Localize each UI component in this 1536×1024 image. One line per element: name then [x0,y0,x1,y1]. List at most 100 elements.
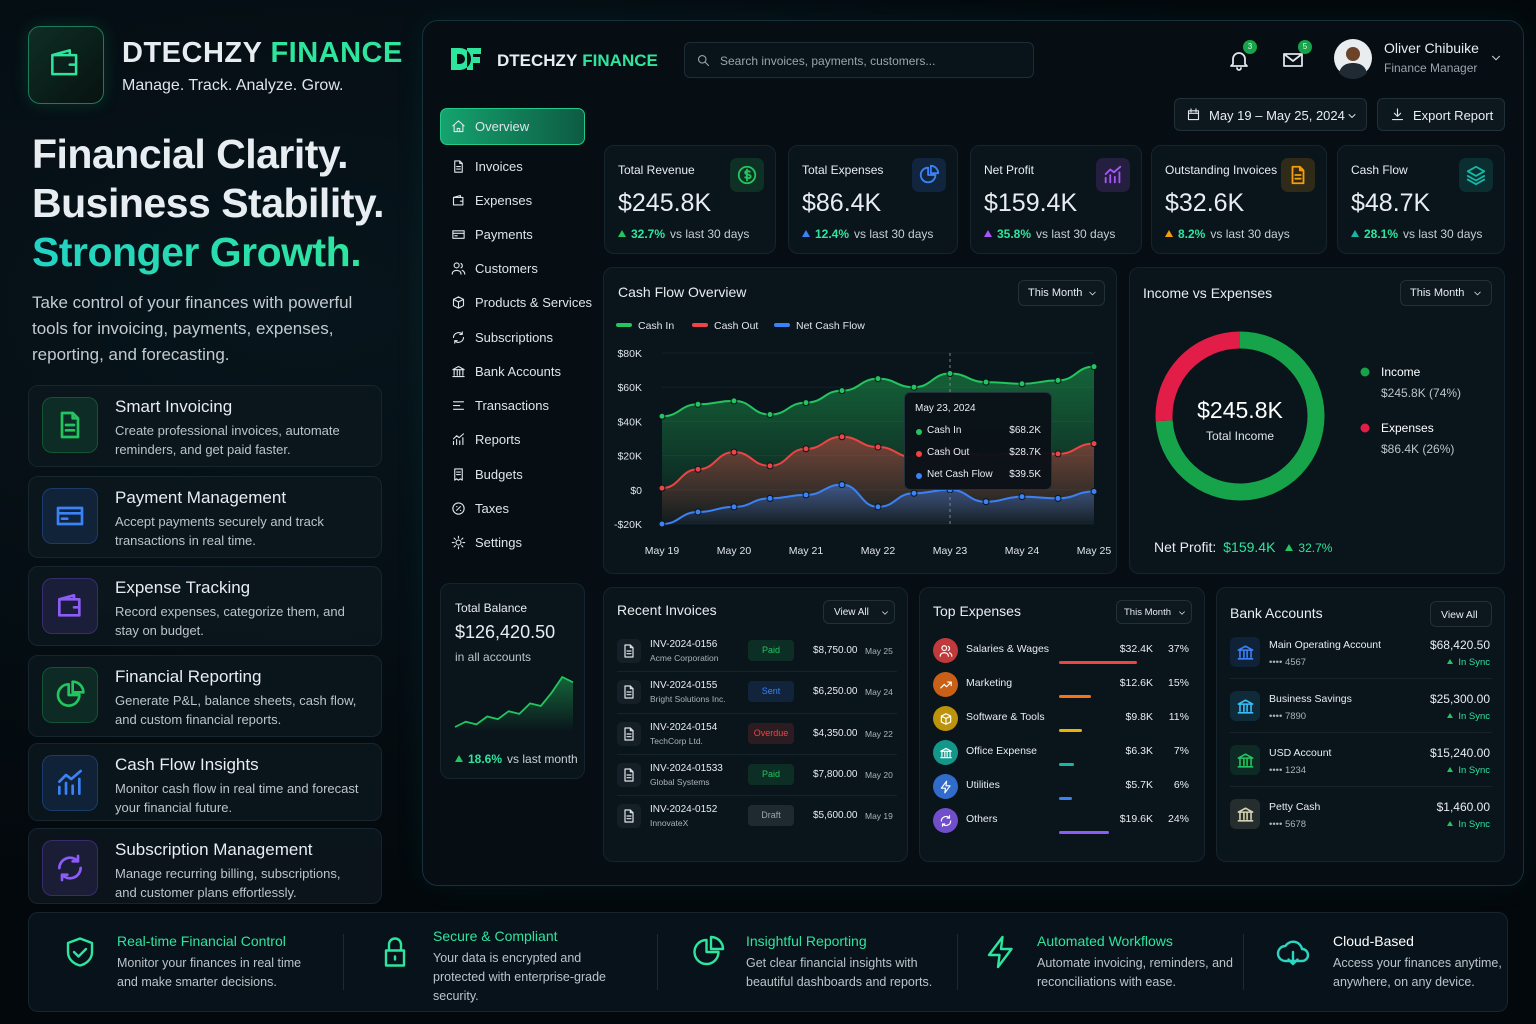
tooltip-dot [916,473,922,479]
bank-balance: $15,240.00 [1429,746,1490,760]
nav-item[interactable]: Transactions [475,398,549,413]
chart-filter[interactable]: This Month [1018,280,1105,306]
change-note: vs last 30 days [1210,227,1290,241]
avatar-face [1346,47,1360,61]
kpi-value: $86.4K [802,189,882,217]
icon [737,165,757,185]
x-tick-label: May 25 [1077,545,1112,557]
bank-status-row: In Sync [1447,657,1490,668]
footer-bar [28,912,1508,1012]
nav-item[interactable]: Budgets [475,467,523,482]
icon-glyph [940,780,951,793]
balance-title: Total Balance [455,601,528,615]
net-profit-change: 32.7% [1298,541,1333,555]
nav-item[interactable]: Invoices [475,159,523,174]
icon-glyph [452,120,465,133]
up-arrow [984,230,992,237]
donut-segment [1155,331,1325,501]
invoice-amount: $5,600.00 [813,810,858,822]
expense-share: 11% [1168,711,1189,723]
feature-text: Record expenses, categorize them, and st… [115,604,345,638]
data-point [982,378,990,386]
export-label: Export Report [1413,108,1494,123]
icon-glyph [1237,698,1253,714]
icon-glyph [1474,291,1481,296]
icon-glyph [451,535,466,550]
date-range-button[interactable]: May 19 – May 25, 2024 [1174,98,1367,131]
data-point [838,481,846,489]
invoice-amount: $4,350.00 [813,727,858,739]
icon [697,54,710,67]
logo-mark [451,48,481,70]
chart-filter[interactable]: This Month [1116,600,1192,624]
icon-glyph [56,506,84,526]
search-box[interactable]: Search invoices, payments, customers... [684,42,1034,78]
icon-glyph [452,230,465,239]
icon-glyph [1283,53,1303,67]
legend-dot [1360,367,1370,377]
icon-glyph [1104,165,1122,184]
icon-glyph [452,433,465,446]
kpi-change: 28.1% vs last 30 days [1351,227,1482,241]
x-tick-label: May 19 [645,545,680,557]
nav-item[interactable]: Bank Accounts [475,364,561,379]
status-pill: Overdue [748,722,794,744]
view-all-button[interactable]: View All [1430,601,1492,627]
kpi-label: Outstanding Invoices [1165,163,1278,177]
nav-item[interactable]: Settings [475,535,522,550]
up-arrow [1447,821,1454,826]
nav-item[interactable]: Subscriptions [475,330,554,345]
expense-name: Marketing [966,677,1013,689]
expense-icon [933,672,958,697]
expense-bar [1059,763,1074,766]
hero-line: Financial Clarity. [32,131,349,177]
nav-item[interactable]: Payments [475,227,533,242]
data-point [766,494,774,502]
brand-name-accent: FINANCE [270,37,403,69]
export-button[interactable]: Export Report [1377,98,1505,131]
icon [1391,108,1404,121]
series-area [662,484,1094,524]
bank-name: USD Account [1269,747,1332,759]
nav-item[interactable]: Taxes [475,501,509,516]
nav-item[interactable]: Overview [475,119,530,134]
up-arrow [1165,230,1173,237]
icon [624,768,634,782]
expense-amount: $19.6K [1119,813,1153,825]
tooltip: May 23, 2024 Cash In $68.2K Cash Out $28.7K N… [904,392,1052,490]
icon-glyph [452,401,465,410]
avatar[interactable] [1334,39,1372,80]
change-value: 18.6% [468,752,503,766]
nav-item[interactable]: Products & Services [475,295,593,310]
invoices-panel: Recent Invoices View All INV-2024-0156 Acme… [603,587,908,862]
icon [940,712,951,725]
row-divider [1230,732,1492,733]
icon [1348,114,1356,118]
kpi-label: Cash Flow [1351,163,1408,177]
data-point [1090,363,1098,371]
y-tick-label: $80K [617,348,642,360]
nav-item[interactable]: Reports [475,432,521,447]
icon-glyph [624,685,634,699]
expense-icon [933,740,958,765]
nav-item[interactable]: Expenses [475,193,533,208]
icon [451,535,466,550]
y-tick-label: $60K [617,382,642,394]
change-value: 28.1% [1364,227,1399,241]
icon-glyph [56,680,85,707]
logo-accent: FINANCE [582,51,658,70]
expense-share: 24% [1167,813,1189,825]
y-tick-label: $20K [617,451,642,463]
data-point [766,411,774,419]
kpi-change: 8.2% vs last 30 days [1165,227,1290,241]
nav-item[interactable]: Customers [475,261,538,276]
kpi-change: 32.7% vs last 30 days [618,227,749,241]
invoice-date: May 20 [865,769,893,780]
bank-number: •••• 5678 [1269,819,1307,830]
chart-filter[interactable]: This Month [1400,280,1492,306]
bank-number: •••• 4567 [1269,657,1307,668]
date-range: May 19 – May 25, 2024 [1209,108,1345,123]
view-all-button[interactable]: View All [823,600,895,624]
icon-glyph [60,411,80,439]
tooltip-name: Cash Out [927,447,970,458]
